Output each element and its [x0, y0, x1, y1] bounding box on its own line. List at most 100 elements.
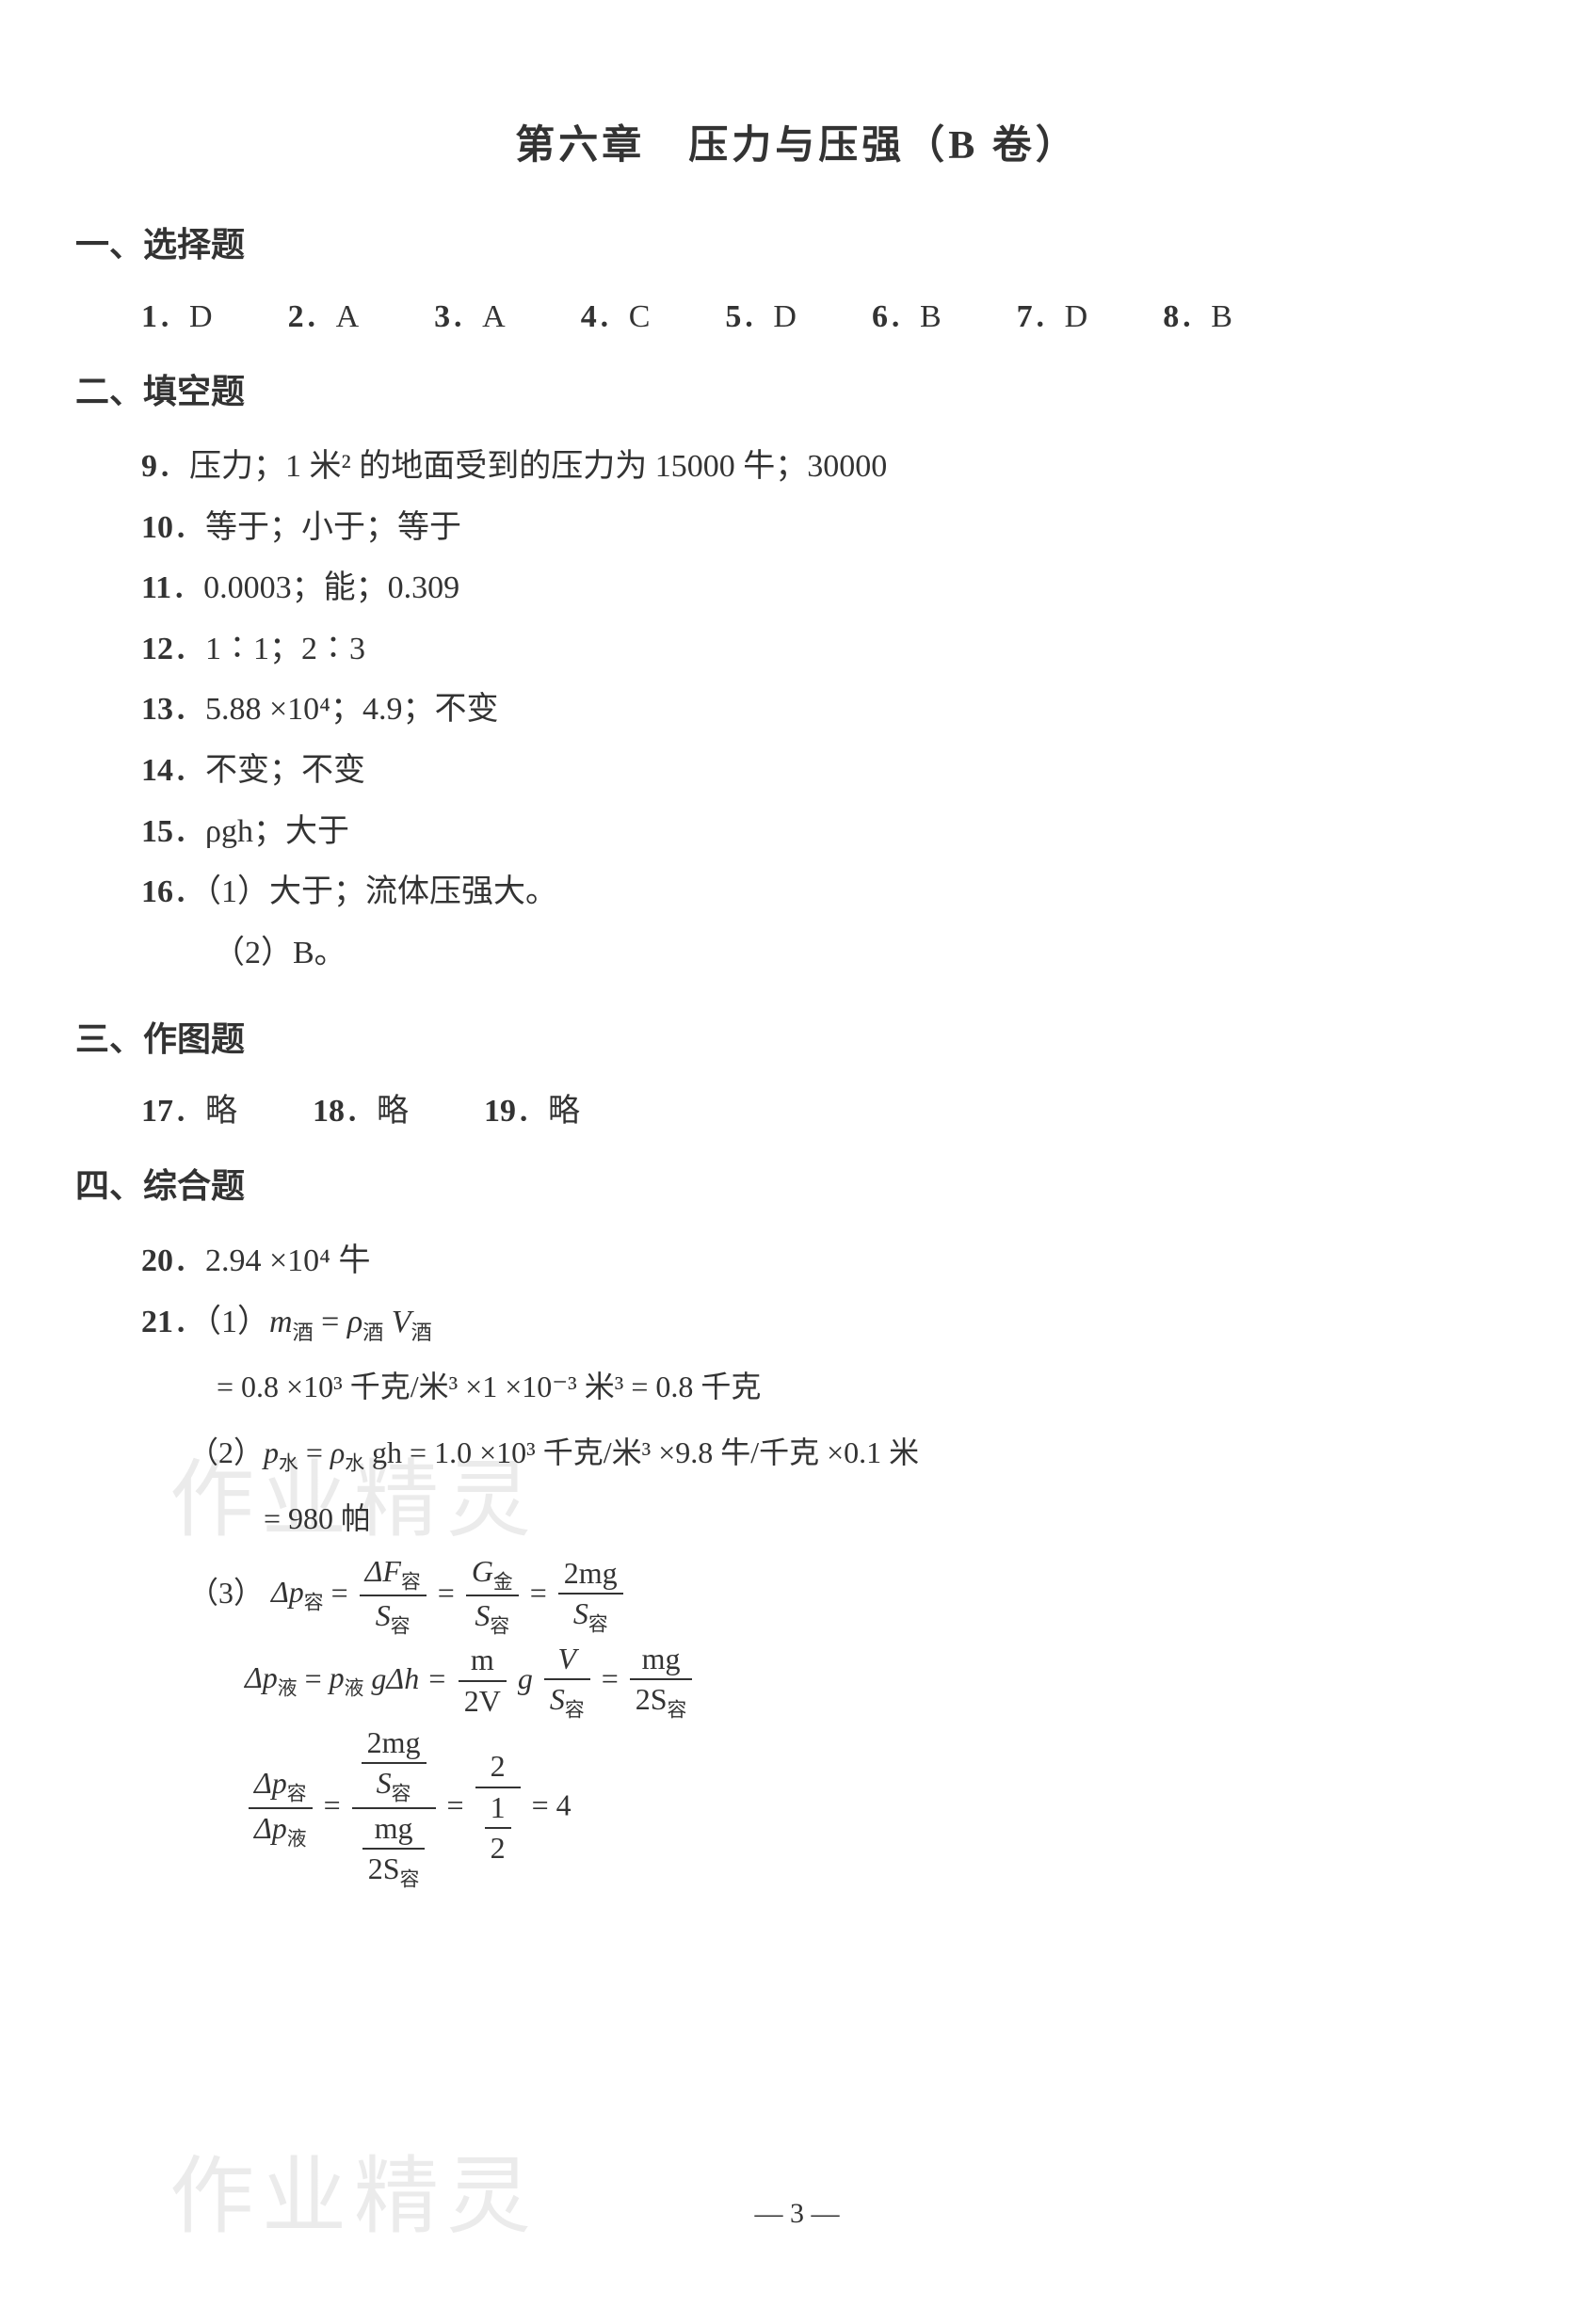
eq: =	[530, 1575, 555, 1609]
mc-answer: D	[189, 299, 213, 334]
watermark-text: 作业精灵	[169, 2127, 539, 2250]
fill-number: 10	[141, 510, 173, 545]
eq: =	[298, 1435, 330, 1469]
sub-jiu: 酒	[362, 1321, 383, 1344]
sub-shui: 水	[279, 1452, 298, 1474]
var-S: S	[475, 1598, 490, 1632]
frac-V-over-S: V S容	[544, 1640, 590, 1723]
eq: =	[438, 1575, 462, 1609]
var-S: S	[377, 1766, 392, 1800]
den: 2S容	[362, 1850, 426, 1892]
fill-number: 13	[141, 692, 173, 727]
mc-answer: D	[1065, 299, 1088, 334]
mc-answer: C	[629, 299, 651, 334]
section-heading-mc: 一、选择题	[75, 217, 1519, 266]
num: V	[544, 1640, 590, 1681]
draw-number: 19	[484, 1094, 516, 1129]
delta-p: Δp	[254, 1766, 287, 1800]
sub-shui: 水	[345, 1452, 364, 1474]
mc-answer: D	[773, 299, 797, 334]
fill-number: 12	[141, 632, 173, 666]
mc-item: 7．D	[1017, 290, 1088, 336]
delta-p: Δp	[245, 1660, 278, 1694]
comp-text: 2.94 ×10⁴ 牛	[205, 1243, 371, 1278]
mc-answer: A	[482, 299, 506, 334]
mc-number: 3	[434, 299, 450, 334]
frac-2mg-over-S: 2mg S容	[558, 1554, 623, 1638]
g-delta-h: gΔh =	[371, 1660, 454, 1694]
q21-part3-prefix: （3）	[188, 1575, 264, 1609]
sub-rong: 容	[391, 1616, 411, 1638]
draw-answer: 略	[205, 1094, 237, 1129]
var-rho: ρ	[347, 1305, 362, 1339]
fill-line: 10．等于；小于；等于	[141, 498, 1519, 559]
section-heading-comp: 四、综合题	[75, 1159, 1519, 1208]
two-S: 2S	[636, 1682, 668, 1716]
frac-compound: 2mg S容 mg 2S容	[352, 1723, 436, 1893]
var-G: G	[472, 1554, 493, 1588]
q21-line4: = 980 帕	[264, 1485, 1519, 1551]
inner-frac-top: 2mg S容	[362, 1723, 427, 1807]
sub-rong: 容	[287, 1784, 307, 1805]
comp-number: 21	[141, 1305, 173, 1339]
eq: =	[314, 1305, 347, 1339]
inner-frac-bot: mg 2S容	[362, 1809, 426, 1893]
fill-text: （2）B。	[213, 936, 346, 970]
mc-answer: B	[1211, 299, 1232, 334]
page-number: — 3 —	[755, 2198, 840, 2230]
frac-Gjin-over-S: G金 S容	[466, 1552, 519, 1640]
mc-item: 2．A	[288, 290, 360, 336]
page-root: 第六章 压力与压强（B 卷） 一、选择题 1．D 2．A 3．A 4．C 5．D…	[0, 0, 1594, 2324]
var-S: S	[573, 1596, 588, 1630]
var-V: V	[383, 1305, 411, 1339]
den: S容	[360, 1596, 427, 1639]
q21-line7: Δp容 Δp液 = 2mg S容 mg 2S容 = 2	[245, 1723, 1519, 1893]
draw-number: 17	[141, 1094, 173, 1129]
q21-line2: = 0.8 ×10³ 千克/米³ ×1 ×10⁻³ 米³ = 0.8 千克	[217, 1354, 1519, 1419]
delta-p: Δp	[271, 1575, 304, 1609]
den: 2V	[459, 1682, 507, 1722]
fill-line-sub: （2）B。	[213, 923, 1519, 985]
num: 2mg	[362, 1723, 427, 1765]
mc-number: 2	[288, 299, 304, 334]
eq: =	[447, 1787, 472, 1821]
eq: =	[331, 1575, 356, 1609]
mc-number: 5	[725, 299, 741, 334]
fill-number: 16	[141, 874, 173, 909]
num: ΔF容	[360, 1552, 427, 1596]
den: 1 2	[475, 1788, 521, 1868]
var-S: S	[550, 1682, 565, 1716]
fill-text: 等于；小于；等于	[205, 510, 461, 545]
eq: =	[305, 1660, 330, 1694]
q21-line3: （2）p水 = ρ水 gh = 1.0 ×10³ 千克/米³ ×9.8 牛/千克…	[188, 1419, 1519, 1485]
frac-dp-ratio: Δp容 Δp液	[249, 1764, 313, 1851]
fill-line: 9．压力；1 米² 的地面受到的压力为 15000 牛；30000	[141, 437, 1519, 498]
den: S容	[544, 1680, 590, 1723]
frac-m-over-2V: m 2V	[459, 1641, 507, 1721]
two-S: 2S	[368, 1851, 400, 1885]
dp-ye: Δp液	[245, 1660, 298, 1694]
sub-ye: 液	[278, 1678, 298, 1700]
mc-item: 1．D	[141, 290, 213, 336]
sub-ye: 液	[287, 1828, 307, 1850]
fill-number: 14	[141, 753, 173, 788]
mc-number: 7	[1017, 299, 1033, 334]
mc-number: 8	[1163, 299, 1179, 334]
fill-text: （1）大于；流体压强大。	[205, 874, 557, 909]
draw-item: 19．略	[484, 1084, 580, 1130]
den: S容	[466, 1596, 519, 1639]
num: m	[459, 1641, 507, 1682]
mc-number: 4	[581, 299, 597, 334]
sub-rong: 容	[392, 1784, 411, 1805]
fill-line: 12．1∶1；2∶3	[141, 619, 1519, 681]
comp-line: 20．2.94 ×10⁴ 牛	[141, 1231, 1519, 1292]
den: Δp液	[249, 1809, 313, 1851]
draw-item: 17．略	[141, 1084, 237, 1130]
num: mg	[630, 1640, 693, 1681]
fill-text: 不变；不变	[205, 753, 365, 788]
var-g: g	[518, 1660, 533, 1694]
q21-line2-text: = 0.8 ×10³ 千克/米³ ×1 ×10⁻³ 米³ = 0.8 千克	[217, 1370, 761, 1403]
eq: =	[324, 1787, 348, 1821]
num: 2	[475, 1747, 521, 1788]
sub-rong: 容	[490, 1616, 509, 1638]
